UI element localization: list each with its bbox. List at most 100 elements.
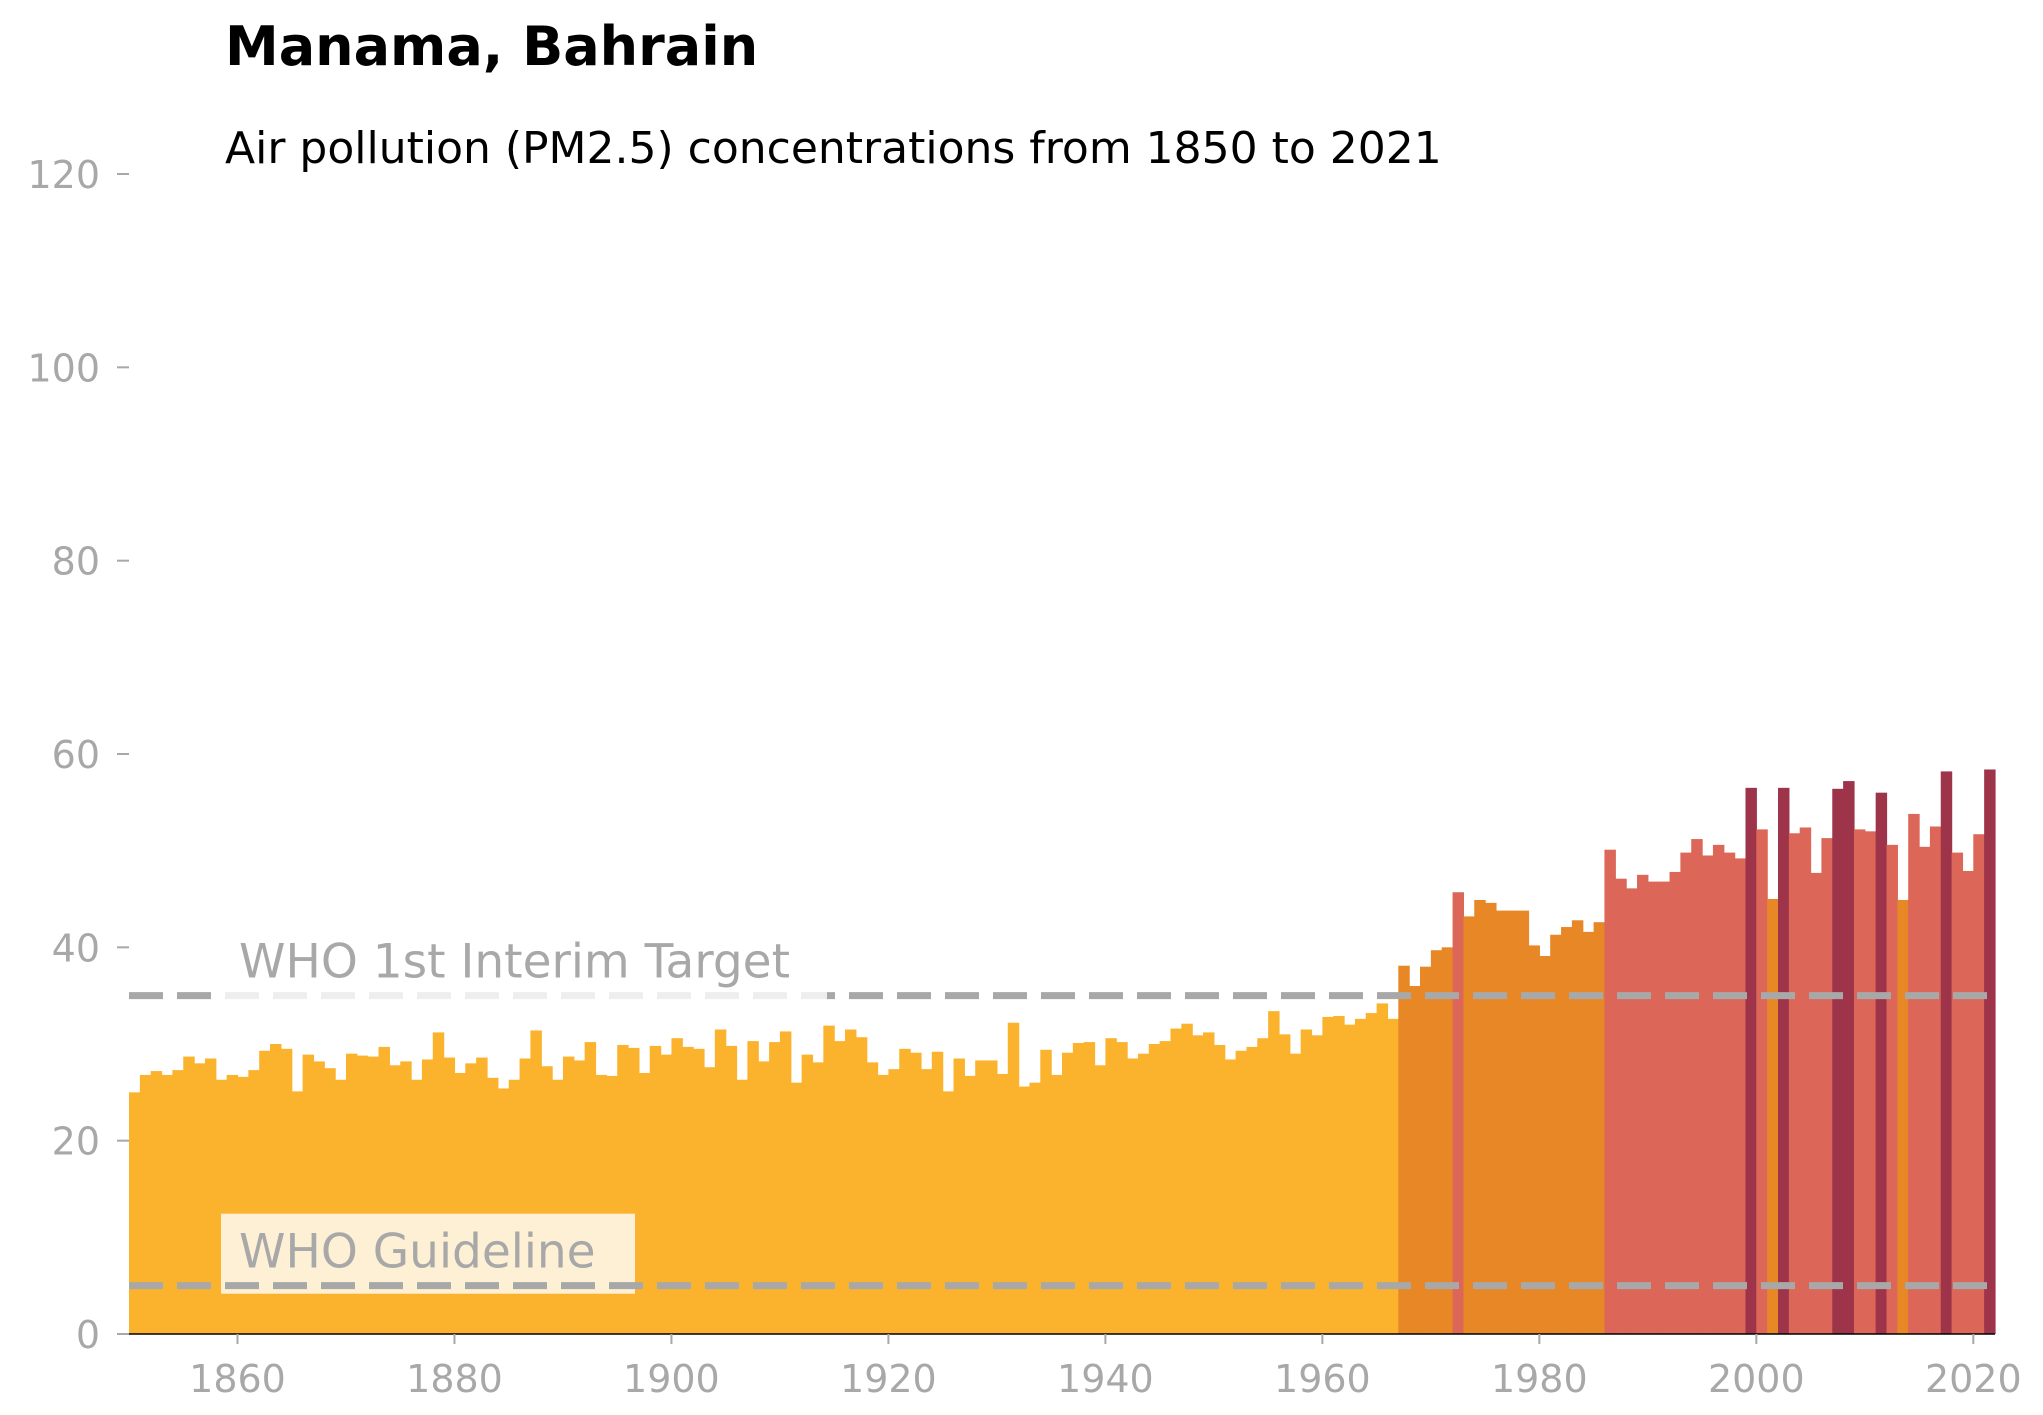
bar-1926 bbox=[953, 1058, 965, 1334]
bar-1987 bbox=[1615, 878, 1627, 1334]
bar-1890 bbox=[562, 1056, 575, 1334]
x-tick-label: 2020 bbox=[1925, 1357, 2022, 1401]
bar-2017 bbox=[1940, 771, 1953, 1334]
bar-1932 bbox=[1018, 1086, 1031, 1334]
bar-1902 bbox=[693, 1048, 705, 1334]
chart-subtitle: Air pollution (PM2.5) concentrations fro… bbox=[225, 123, 1442, 174]
bar-1975 bbox=[1485, 902, 1497, 1334]
reference-lines-group: WHO 1st Interim Target WHO Guideline bbox=[129, 935, 1995, 1294]
bar-1986 bbox=[1604, 849, 1616, 1334]
bar-1898 bbox=[649, 1045, 662, 1334]
x-tick-label: 1880 bbox=[406, 1357, 503, 1401]
bar-1891 bbox=[573, 1060, 586, 1334]
bar-1942 bbox=[1127, 1058, 1139, 1334]
bar-1897 bbox=[638, 1073, 651, 1334]
bar-1858 bbox=[215, 1079, 228, 1334]
bar-1974 bbox=[1474, 899, 1486, 1334]
bar-1918 bbox=[866, 1062, 879, 1334]
bar-1964 bbox=[1365, 1013, 1378, 1334]
bar-1951 bbox=[1224, 1059, 1237, 1334]
bar-2010 bbox=[1864, 831, 1877, 1334]
bar-1994 bbox=[1691, 839, 1703, 1334]
bar-1940 bbox=[1105, 1038, 1117, 1334]
bar-1990 bbox=[1647, 881, 1660, 1334]
bar-1962 bbox=[1344, 1024, 1356, 1334]
bar-2021 bbox=[1984, 769, 1996, 1334]
bar-1959 bbox=[1311, 1035, 1323, 1334]
bar-1869 bbox=[335, 1079, 347, 1334]
y-axis: 0 20 40 60 80 100 120 bbox=[27, 153, 129, 1357]
bar-1887 bbox=[530, 1030, 542, 1334]
bar-1852 bbox=[150, 1071, 163, 1334]
bar-2006 bbox=[1821, 838, 1833, 1334]
bar-2002 bbox=[1778, 787, 1790, 1334]
bar-1856 bbox=[194, 1063, 206, 1334]
bar-1984 bbox=[1582, 931, 1595, 1334]
y-tick-label: 0 bbox=[76, 1313, 100, 1357]
bar-1953 bbox=[1246, 1046, 1258, 1334]
bar-1938 bbox=[1083, 1042, 1096, 1334]
bar-1899 bbox=[660, 1054, 673, 1334]
bar-1868 bbox=[324, 1068, 336, 1334]
x-tick-label: 2000 bbox=[1708, 1357, 1805, 1401]
bar-1917 bbox=[855, 1037, 868, 1334]
bar-1875 bbox=[400, 1061, 412, 1334]
x-tick-label: 1860 bbox=[189, 1357, 286, 1401]
bar-1855 bbox=[183, 1056, 195, 1334]
bar-1949 bbox=[1203, 1032, 1215, 1334]
bar-2011 bbox=[1875, 792, 1888, 1334]
bar-1879 bbox=[443, 1057, 456, 1334]
bar-1936 bbox=[1062, 1052, 1074, 1334]
bar-1919 bbox=[877, 1074, 890, 1334]
bar-1913 bbox=[812, 1062, 824, 1334]
bar-1952 bbox=[1235, 1050, 1248, 1334]
bar-2013 bbox=[1897, 899, 1909, 1334]
bar-1999 bbox=[1745, 787, 1757, 1334]
bar-2020 bbox=[1973, 834, 1985, 1334]
x-tick-label: 1940 bbox=[1057, 1357, 1154, 1401]
bar-1876 bbox=[411, 1079, 423, 1334]
bar-2015 bbox=[1919, 846, 1931, 1334]
bar-1992 bbox=[1669, 871, 1681, 1334]
bar-2014 bbox=[1908, 813, 1920, 1334]
bar-1960 bbox=[1322, 1016, 1334, 1334]
bar-1955 bbox=[1268, 1011, 1280, 1334]
bar-2003 bbox=[1788, 833, 1801, 1334]
bar-1946 bbox=[1170, 1028, 1182, 1334]
bar-1941 bbox=[1116, 1042, 1128, 1334]
bar-1894 bbox=[606, 1075, 618, 1334]
bar-1989 bbox=[1636, 874, 1649, 1334]
x-axis: 1860 1880 1900 1920 1940 1960 1980 2000 2020 bbox=[129, 1333, 2022, 1401]
bar-1958 bbox=[1300, 1029, 1313, 1334]
x-tick-label: 1900 bbox=[623, 1357, 720, 1401]
bar-1966 bbox=[1387, 1018, 1399, 1334]
bar-2000 bbox=[1756, 829, 1768, 1334]
bar-2009 bbox=[1853, 829, 1866, 1334]
bar-1909 bbox=[769, 1042, 781, 1334]
bar-1935 bbox=[1051, 1074, 1063, 1334]
bar-1905 bbox=[725, 1045, 738, 1334]
bar-1914 bbox=[823, 1025, 835, 1334]
bar-1991 bbox=[1658, 881, 1671, 1334]
bar-1993 bbox=[1680, 852, 1692, 1334]
chart-title: Manama, Bahrain bbox=[225, 15, 758, 78]
bar-1997 bbox=[1723, 852, 1736, 1334]
x-tick-label: 1960 bbox=[1274, 1357, 1371, 1401]
ref-label-backdrop bbox=[221, 989, 827, 1002]
bar-1915 bbox=[834, 1041, 846, 1334]
bar-1957 bbox=[1289, 1053, 1302, 1334]
bar-1977 bbox=[1506, 910, 1519, 1334]
bar-1896 bbox=[628, 1047, 640, 1334]
bar-1928 bbox=[975, 1060, 987, 1334]
bar-1851 bbox=[139, 1074, 152, 1334]
bar-1924 bbox=[931, 1051, 944, 1334]
bar-2018 bbox=[1951, 852, 1964, 1334]
bar-1943 bbox=[1137, 1053, 1150, 1334]
bar-1996 bbox=[1712, 844, 1725, 1334]
bar-1860 bbox=[237, 1076, 249, 1334]
bar-1864 bbox=[280, 1048, 293, 1334]
bar-1889 bbox=[552, 1079, 564, 1334]
x-tick-label: 1920 bbox=[840, 1357, 937, 1401]
bar-1912 bbox=[801, 1054, 814, 1334]
bar-1963 bbox=[1354, 1018, 1367, 1334]
